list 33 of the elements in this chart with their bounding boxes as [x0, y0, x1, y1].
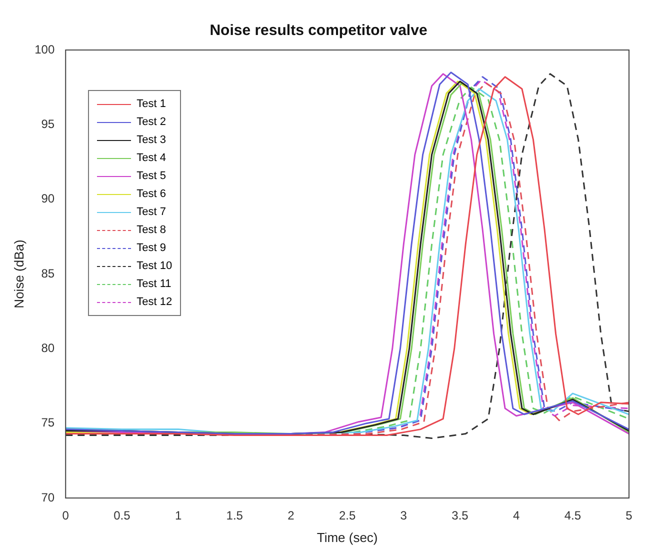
legend-label: Test 11 — [136, 278, 172, 290]
y-tick-label: 70 — [41, 490, 55, 504]
y-tick-label: 90 — [41, 192, 55, 206]
x-tick-label: 4 — [512, 508, 520, 523]
legend-label: Test 8 — [136, 224, 166, 236]
x-tick-label: 3 — [400, 508, 408, 523]
legend-label: Test 9 — [136, 242, 166, 254]
y-axis-title: Noise (dBa) — [11, 240, 26, 308]
legend-label: Test 2 — [136, 116, 166, 128]
y-tick-label: 75 — [41, 416, 55, 430]
x-tick-label: 5 — [626, 508, 633, 523]
legend-label: Test 7 — [136, 206, 166, 218]
y-tick-label: 85 — [41, 266, 55, 280]
legend-label: Test 10 — [136, 260, 172, 272]
legend-label: Test 1 — [136, 98, 166, 110]
chart-title: Noise results competitor valve — [210, 22, 428, 40]
legend-label: Test 4 — [136, 152, 166, 164]
x-tick-label: 2 — [288, 508, 295, 523]
x-tick-label: 3.5 — [452, 508, 469, 523]
legend-label: Test 12 — [136, 296, 172, 308]
x-tick-label: 2.5 — [338, 508, 356, 523]
x-tick-label: 0.5 — [114, 508, 131, 523]
legend-label: Test 5 — [136, 170, 166, 182]
x-tick-label: 4.5 — [564, 508, 582, 523]
x-axis-title: Time (sec) — [316, 530, 378, 545]
y-tick-label: 80 — [41, 340, 55, 355]
x-tick-label: 1 — [174, 508, 182, 523]
y-tick-label: 100 — [34, 42, 55, 56]
x-tick-label: 1.5 — [226, 508, 244, 523]
legend-label: Test 3 — [136, 134, 166, 146]
y-tick-label: 95 — [41, 116, 55, 131]
x-tick-label: 0 — [62, 508, 70, 523]
legend-label: Test 6 — [136, 188, 166, 200]
